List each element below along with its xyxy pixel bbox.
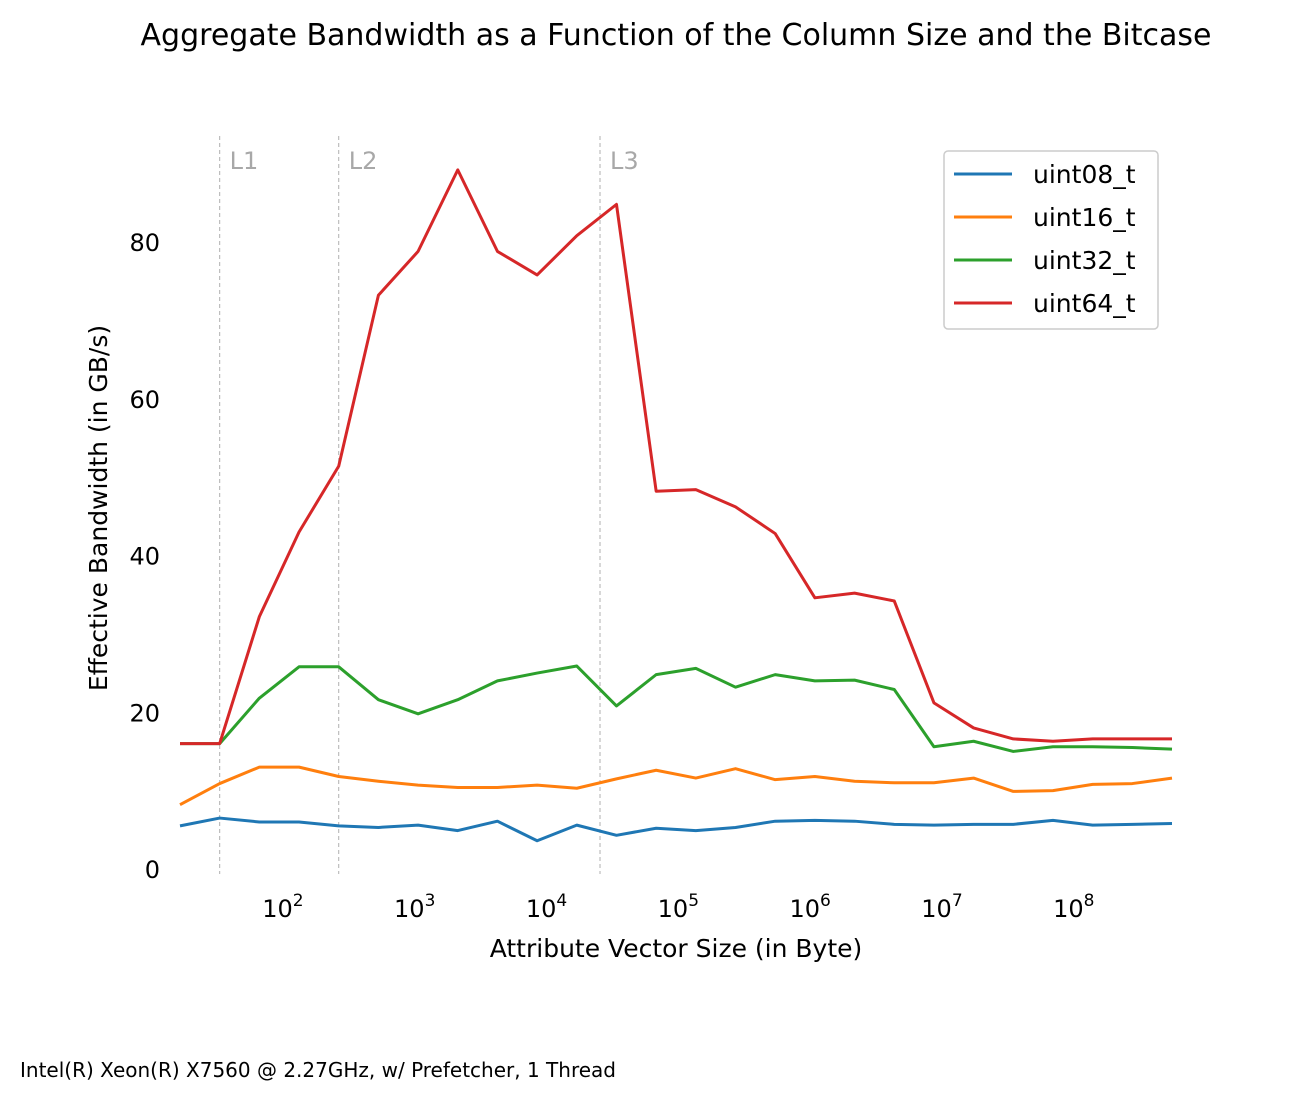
x-tick-label: 102 [262, 891, 303, 923]
x-tick-label: 107 [921, 891, 962, 923]
x-axis-ticks: 102 103 104 105 106 107 108 [262, 891, 1094, 923]
x-axis-label: Attribute Vector Size (in Byte) [490, 934, 863, 963]
x-tick-label: 105 [658, 891, 699, 923]
x-tick-base: 10 [921, 895, 952, 923]
x-tick-base: 10 [658, 895, 689, 923]
series-line-uint08_t [179, 816, 1173, 843]
x-tick-exponent: 2 [293, 891, 304, 911]
x-tick-label: 103 [394, 891, 435, 923]
x-tick-base: 10 [262, 895, 293, 923]
x-tick-base: 10 [1053, 895, 1084, 923]
y-axis-ticks: 0 20 40 60 80 [129, 229, 160, 884]
series-line-uint16_t [179, 765, 1173, 807]
x-tick-exponent: 5 [688, 891, 699, 911]
series-lines [179, 168, 1173, 843]
y-tick-label: 60 [129, 386, 160, 414]
x-tick-exponent: 3 [425, 891, 436, 911]
x-tick-base: 10 [526, 895, 557, 923]
y-tick-label: 20 [129, 699, 160, 727]
cache-level-markers: L1 L2 L3 [219, 136, 639, 874]
x-tick-label: 106 [789, 891, 830, 923]
x-tick-label: 104 [526, 891, 567, 923]
x-tick-base: 10 [394, 895, 425, 923]
x-tick-label: 108 [1053, 891, 1094, 923]
legend-label-uint64_t: uint64_t [1033, 289, 1136, 318]
x-tick-exponent: 8 [1084, 891, 1095, 911]
footnote: Intel(R) Xeon(R) X7560 @ 2.27GHz, w/ Pre… [20, 1058, 616, 1082]
chart-title: Aggregate Bandwidth as a Function of the… [141, 18, 1212, 53]
cache-label-l3: L3 [610, 147, 639, 175]
series-line-uint32_t [180, 664, 1173, 753]
legend-label-uint08_t: uint08_t [1033, 160, 1136, 189]
cache-label-l2: L2 [349, 147, 378, 175]
y-tick-label: 40 [129, 543, 160, 571]
series-line-uint64_t [180, 168, 1172, 746]
x-tick-exponent: 4 [556, 891, 567, 911]
y-tick-label: 0 [145, 856, 160, 884]
x-tick-exponent: 7 [952, 891, 963, 911]
x-tick-base: 10 [789, 895, 820, 923]
y-axis-label: Effective Bandwidth (in GB/s) [84, 325, 113, 691]
legend-label-uint16_t: uint16_t [1033, 203, 1136, 232]
y-tick-label: 80 [129, 229, 160, 257]
legend-frame [943, 150, 1159, 330]
legend-label-uint32_t: uint32_t [1033, 246, 1136, 275]
cache-label-l1: L1 [230, 147, 259, 175]
x-tick-exponent: 6 [820, 891, 831, 911]
legend: uint08_t uint16_t uint32_t uint64_t [943, 150, 1159, 330]
